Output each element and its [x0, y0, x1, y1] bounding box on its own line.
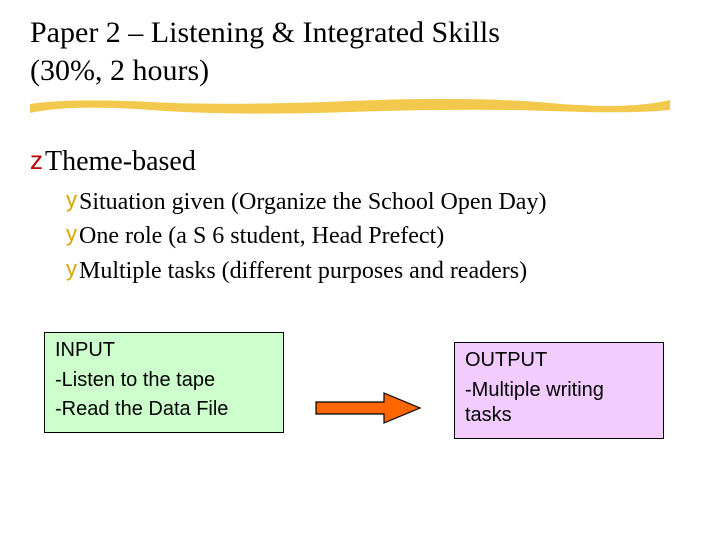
output-heading: OUTPUT	[465, 349, 653, 372]
title-line-1: Paper 2 – Listening & Integrated Skills	[30, 14, 720, 52]
slide-title: Paper 2 – Listening & Integrated Skills …	[0, 0, 720, 89]
output-line-1: -Multiple writing tasks	[465, 378, 653, 428]
bullet-level2-item: y Multiple tasks (different purposes and…	[66, 255, 546, 287]
level2-list: y Situation given (Organize the School O…	[66, 186, 546, 287]
level1-text: Theme-based	[45, 146, 196, 178]
y-bullet-icon: y	[66, 220, 77, 248]
y-bullet-icon: y	[66, 186, 77, 214]
title-line-2: (30%, 2 hours)	[30, 52, 720, 90]
level2-text-1: Situation given (Organize the School Ope…	[79, 186, 546, 218]
io-diagram: INPUT -Listen to the tape -Read the Data…	[44, 332, 684, 439]
level2-text-2: One role (a S 6 student, Head Prefect)	[79, 220, 444, 252]
title-underline	[30, 96, 670, 116]
input-heading: INPUT	[55, 339, 273, 362]
content-area: z Theme-based y Situation given (Organiz…	[30, 146, 546, 289]
bullet-level2-item: y One role (a S 6 student, Head Prefect)	[66, 220, 546, 252]
y-bullet-icon: y	[66, 255, 77, 283]
arrow-shape	[316, 393, 420, 423]
level2-text-3: Multiple tasks (different purposes and r…	[79, 255, 527, 287]
input-box: INPUT -Listen to the tape -Read the Data…	[44, 332, 284, 433]
z-bullet-icon: z	[30, 146, 43, 175]
bullet-level2-item: y Situation given (Organize the School O…	[66, 186, 546, 218]
underline-path	[30, 99, 670, 114]
output-box: OUTPUT -Multiple writing tasks	[454, 342, 664, 439]
arrow-container	[284, 332, 454, 426]
arrow-icon	[314, 390, 424, 426]
input-line-2: -Read the Data File	[55, 397, 273, 422]
input-line-1: -Listen to the tape	[55, 368, 273, 393]
bullet-level1: z Theme-based	[30, 146, 546, 178]
